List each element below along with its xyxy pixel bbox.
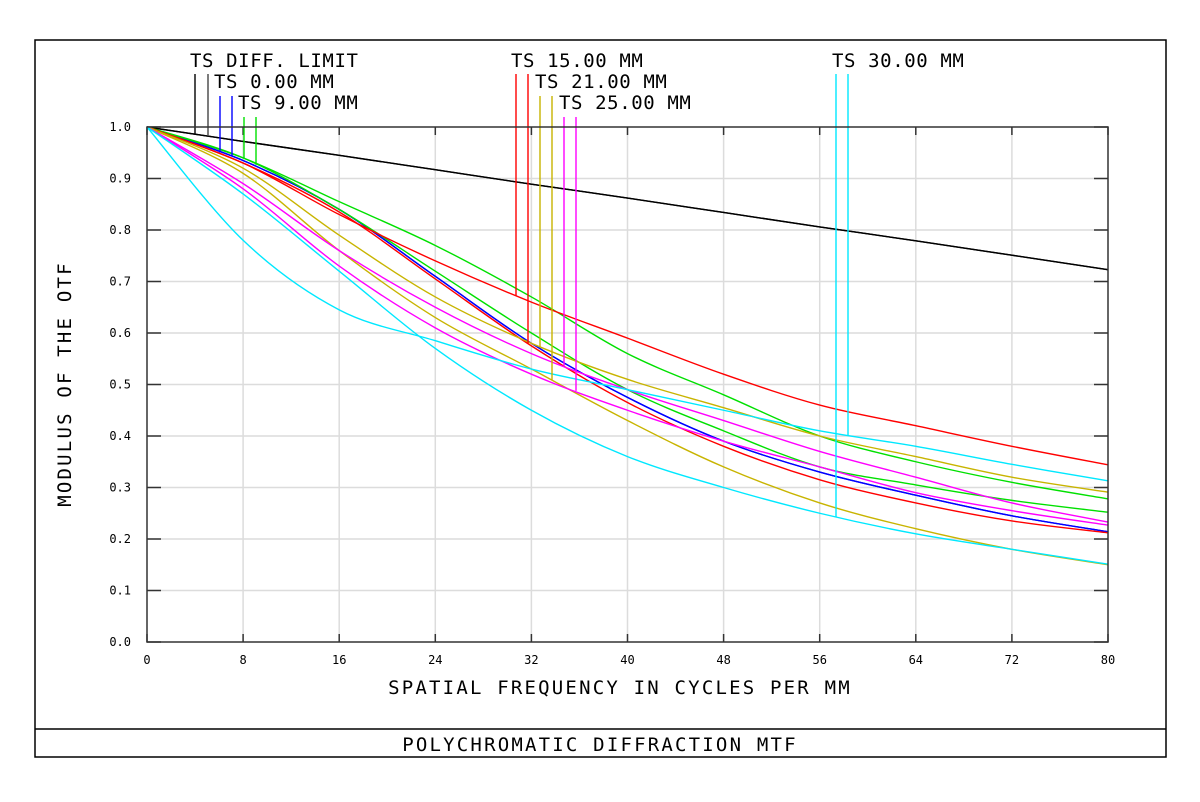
x-tick-label: 56 bbox=[812, 653, 826, 667]
legend-label-21mm: TS 21.00 MM bbox=[535, 71, 667, 93]
y-tick-label: 0.3 bbox=[109, 481, 131, 495]
y-tick-label: 1.0 bbox=[109, 120, 131, 134]
x-tick-label: 32 bbox=[524, 653, 538, 667]
x-tick-label: 0 bbox=[143, 653, 150, 667]
y-tick-label: 0.0 bbox=[109, 635, 131, 649]
y-tick-label: 0.9 bbox=[109, 172, 131, 186]
y-tick-labels: 0.0 0.1 0.2 0.3 0.4 0.5 0.6 0.7 0.8 0.9 1.0 bbox=[109, 120, 131, 649]
curves bbox=[146, 126, 1109, 566]
grid bbox=[146, 126, 1109, 643]
x-tick-label: 16 bbox=[332, 653, 346, 667]
y-tick-label: 0.8 bbox=[109, 223, 131, 237]
x-tick-label: 80 bbox=[1101, 653, 1115, 667]
x-tick-label: 40 bbox=[620, 653, 634, 667]
chart-title: POLYCHROMATIC DIFFRACTION MTF bbox=[402, 734, 798, 756]
legend-label-25mm: TS 25.00 MM bbox=[559, 92, 691, 114]
x-tick-label: 48 bbox=[716, 653, 730, 667]
curve-tangential-3 bbox=[146, 126, 1109, 466]
x-axis-label: SPATIAL FREQUENCY IN CYCLES PER MM bbox=[388, 677, 852, 699]
y-tick-label: 0.1 bbox=[109, 584, 131, 598]
legend-label-30mm: TS 30.00 MM bbox=[832, 50, 964, 72]
curve-sagittal-3 bbox=[146, 126, 1109, 534]
y-tick-label: 0.5 bbox=[109, 378, 131, 392]
curve-sagittal-0 bbox=[146, 126, 1109, 271]
y-tick-label: 0.4 bbox=[109, 429, 131, 443]
curve-tangential-6 bbox=[146, 126, 1109, 565]
x-tick-label: 64 bbox=[909, 653, 923, 667]
curve-sagittal-5 bbox=[146, 126, 1109, 526]
plot-frame bbox=[146, 126, 1109, 643]
y-tick-label: 0.7 bbox=[109, 275, 131, 289]
x-tick-label: 72 bbox=[1005, 653, 1019, 667]
x-tick-label: 24 bbox=[428, 653, 442, 667]
curve-sagittal-4 bbox=[146, 126, 1109, 566]
x-tick-label: 8 bbox=[239, 653, 246, 667]
legend-label-15mm: TS 15.00 MM bbox=[511, 50, 643, 72]
x-tick-labels: 0 8 16 24 32 40 48 56 64 72 80 bbox=[143, 653, 1115, 667]
outer-frame bbox=[34, 39, 1167, 758]
y-tick-label: 0.2 bbox=[109, 532, 131, 546]
y-axis-label: MODULUS OF THE OTF bbox=[54, 261, 76, 507]
y-tick-label: 0.6 bbox=[109, 326, 131, 340]
legend-markers bbox=[194, 74, 849, 517]
legend-label-diff-limit: TS DIFF. LIMIT bbox=[190, 50, 359, 72]
legend-label-0mm: TS 0.00 MM bbox=[214, 71, 334, 93]
curve-sagittal-2 bbox=[146, 126, 1109, 513]
legend-label-9mm: TS 9.00 MM bbox=[238, 92, 358, 114]
curve-tangential-4 bbox=[146, 126, 1109, 493]
curve-tangential-2 bbox=[146, 126, 1109, 500]
curve-sagittal-6 bbox=[146, 126, 1109, 482]
